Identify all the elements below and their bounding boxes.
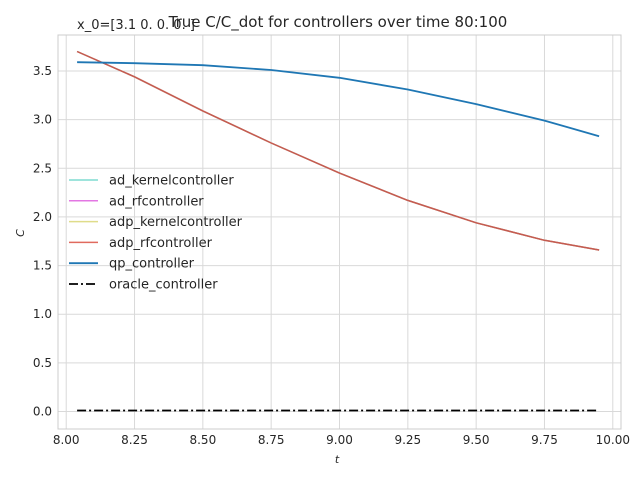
x-tick-label: 9.75 <box>531 433 558 447</box>
y-tick-label: 2.5 <box>33 161 52 175</box>
legend-label: adp_rfcontroller <box>109 236 213 251</box>
legend-label: adp_kernelcontroller <box>109 215 243 230</box>
y-tick-label: 0.5 <box>33 356 52 370</box>
x-tick-label: 8.75 <box>258 433 285 447</box>
legend-label: ad_kernelcontroller <box>109 174 234 189</box>
corner-annotation: x_0=[3.1 0. 0. 0. ] <box>77 18 195 33</box>
x-tick-label: 9.00 <box>326 433 353 447</box>
legend-label: qp_controller <box>109 257 195 272</box>
x-tick-label: 8.25 <box>121 433 148 447</box>
series-line-qp-controller <box>77 61 600 138</box>
series-line-adp-rfcontroller <box>76 50 600 251</box>
y-tick-label: 0.0 <box>33 404 52 418</box>
plot-frame <box>57 34 622 430</box>
legend: ad_kernelcontroller ad_rfcontroller adp_ke… <box>69 174 243 293</box>
grid <box>58 35 621 429</box>
chart-title: True C/C_dot for controllers over time 8… <box>168 13 508 32</box>
x-tick-labels: 8.00 8.25 8.50 8.75 9.00 9.25 9.50 9.75 10.00 <box>53 433 630 447</box>
y-tick-labels: 0.0 0.5 1.0 1.5 2.0 2.5 3.0 3.5 <box>33 64 52 418</box>
y-tick-label: 1.5 <box>33 259 52 273</box>
series-group <box>76 50 600 412</box>
x-tick-label: 9.50 <box>463 433 490 447</box>
x-tick-label: 9.25 <box>394 433 421 447</box>
y-tick-label: 3.0 <box>33 113 52 127</box>
y-tick-label: 2.0 <box>33 210 52 224</box>
y-tick-label: 3.5 <box>33 64 52 78</box>
x-tick-label: 8.50 <box>189 433 216 447</box>
y-tick-label: 1.0 <box>33 307 52 321</box>
x-axis-label: t <box>335 453 340 466</box>
legend-label: ad_rfcontroller <box>109 194 204 209</box>
y-axis-label: C <box>14 229 27 237</box>
legend-label: oracle_controller <box>109 278 218 293</box>
x-tick-label: 10.00 <box>596 433 630 447</box>
x-tick-label: 8.00 <box>53 433 80 447</box>
